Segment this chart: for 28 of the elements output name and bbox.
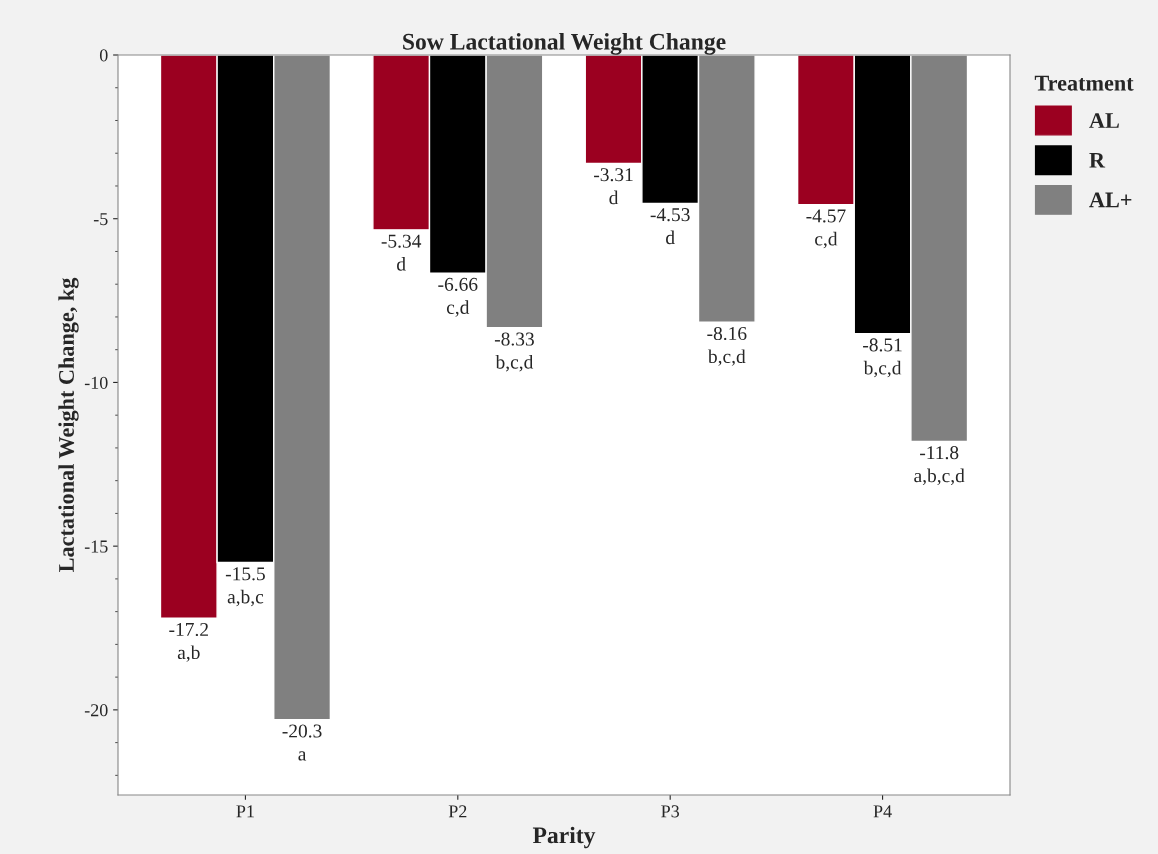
data-label: -17.2 a,b [169, 622, 208, 662]
data-label: -15.5 a,b,c [225, 567, 265, 607]
data-label: -5.34 d [381, 234, 422, 271]
data-label: -3.31 d [594, 168, 633, 205]
chart-title: Sow Lactational Weight Change [403, 33, 726, 55]
legend-label: R [1089, 152, 1106, 168]
x-tick-label: P2 [448, 805, 467, 818]
y-tick-label: 0 [99, 49, 108, 62]
data-label: -4.57 c,d [806, 209, 846, 249]
data-label: -4.53 d [650, 208, 690, 245]
y-tick-label: -20 [84, 704, 108, 717]
x-tick-label: P4 [873, 805, 892, 818]
data-label: -11.8 a,b,c,d [914, 446, 965, 486]
x-tick-label: P3 [661, 805, 680, 818]
y-tick-label: -5 [93, 213, 108, 226]
x-axis-title: Parity [532, 826, 596, 849]
x-tick-label: P1 [236, 805, 254, 818]
y-tick-label: -15 [84, 540, 108, 553]
legend-title: Treatment [1034, 75, 1134, 91]
legend-label: AL+ [1089, 192, 1132, 208]
y-axis-title: Lactational Weight Change, kg [58, 277, 79, 572]
data-label: -20.3 a [282, 724, 322, 761]
legend-label: AL [1089, 113, 1119, 128]
data-label: -6.66 c,d [438, 277, 478, 317]
data-label: -8.51 b,c,d [863, 338, 902, 378]
data-label: -8.16 b,c,d [707, 326, 747, 366]
data-label: -8.33 b,c,d [494, 332, 534, 372]
y-tick-label: -10 [84, 376, 108, 389]
